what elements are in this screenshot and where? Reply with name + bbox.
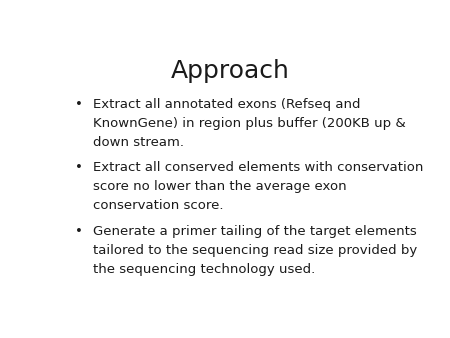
Text: Approach: Approach: [171, 59, 290, 83]
Text: KnownGene) in region plus buffer (200KB up &: KnownGene) in region plus buffer (200KB …: [93, 117, 405, 130]
Text: tailored to the sequencing read size provided by: tailored to the sequencing read size pro…: [93, 244, 417, 257]
Text: Generate a primer tailing of the target elements: Generate a primer tailing of the target …: [93, 225, 417, 238]
Text: •: •: [76, 225, 83, 238]
Text: conservation score.: conservation score.: [93, 199, 223, 212]
Text: score no lower than the average exon: score no lower than the average exon: [93, 180, 346, 193]
Text: Extract all conserved elements with conservation: Extract all conserved elements with cons…: [93, 161, 423, 174]
Text: •: •: [76, 161, 83, 174]
Text: •: •: [76, 98, 83, 111]
Text: down stream.: down stream.: [93, 136, 184, 149]
Text: Extract all annotated exons (Refseq and: Extract all annotated exons (Refseq and: [93, 98, 360, 111]
Text: the sequencing technology used.: the sequencing technology used.: [93, 263, 315, 276]
